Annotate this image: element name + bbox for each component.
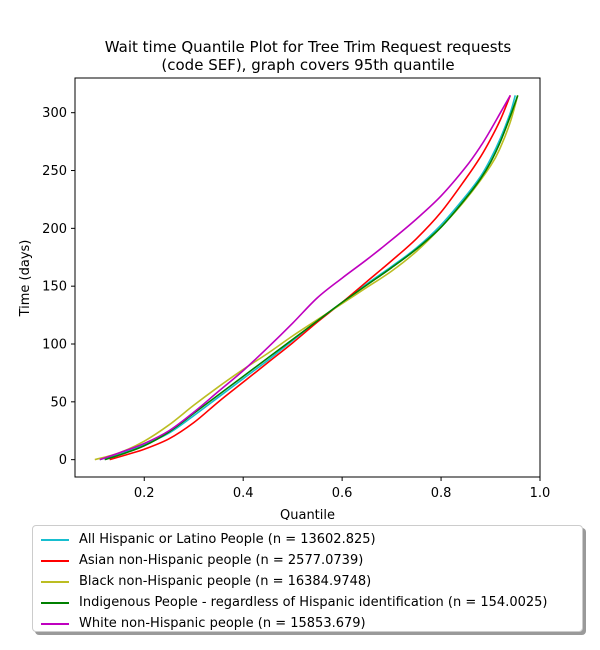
x-axis: 0.2 0.4 0.6 0.8 1.0 — [134, 477, 550, 501]
chart-title-line-2: (code SEF), graph covers 95th quantile — [161, 56, 454, 74]
legend-item: Asian non-Hispanic people (n = 2577.0739… — [41, 550, 574, 571]
plot-area-frame — [74, 77, 541, 478]
x-tick-label: 0.2 — [134, 486, 155, 501]
legend-label: All Hispanic or Latino People (n = 13602… — [79, 532, 376, 547]
series-line-4 — [104, 95, 519, 461]
chart-title-line-1: Wait time Quantile Plot for Tree Trim Re… — [105, 38, 512, 56]
legend-label: Asian non-Hispanic people (n = 2577.0739… — [79, 553, 364, 568]
legend-swatch — [41, 601, 69, 604]
y-tick-label: 0 — [59, 453, 67, 468]
legend-item: Black non-Hispanic people (n = 16384.974… — [41, 571, 574, 592]
x-tick-label: 0.4 — [233, 486, 254, 501]
y-axis-label: Time (days) — [18, 240, 33, 318]
y-axis: 0 50 100 150 200 250 300 — [42, 106, 75, 468]
x-tick-label: 1.0 — [530, 486, 551, 501]
legend-swatch — [41, 580, 69, 583]
x-tick-label: 0.6 — [332, 486, 353, 501]
legend-item: All Hispanic or Latino People (n = 13602… — [41, 529, 574, 550]
x-axis-label: Quantile — [280, 508, 335, 520]
y-tick-label: 50 — [50, 395, 67, 410]
series-line-5 — [99, 94, 512, 461]
legend-item: Indigenous People - regardless of Hispan… — [41, 592, 574, 613]
series-layer — [94, 94, 519, 461]
legend-swatch — [41, 538, 69, 541]
legend-label: Indigenous People - regardless of Hispan… — [79, 595, 548, 610]
legend: All Hispanic or Latino People (n = 13602… — [32, 525, 583, 632]
legend-swatch — [41, 622, 69, 625]
legend-label: Black non-Hispanic people (n = 16384.974… — [79, 574, 372, 589]
y-tick-label: 100 — [42, 338, 67, 353]
x-tick-label: 0.8 — [431, 486, 452, 501]
y-tick-label: 200 — [42, 222, 67, 237]
y-tick-label: 150 — [42, 280, 67, 295]
series-line-3 — [94, 95, 519, 461]
legend-swatch — [41, 559, 69, 562]
series-line-1 — [99, 95, 517, 461]
legend-item: White non-Hispanic people (n = 15853.679… — [41, 613, 574, 634]
legend-label: White non-Hispanic people (n = 15853.679… — [79, 616, 366, 631]
y-tick-label: 300 — [42, 106, 67, 121]
series-line-2 — [109, 95, 512, 461]
y-tick-label: 250 — [42, 164, 67, 179]
quantile-plot: Wait time Quantile Plot for Tree Trim Re… — [18, 38, 550, 520]
